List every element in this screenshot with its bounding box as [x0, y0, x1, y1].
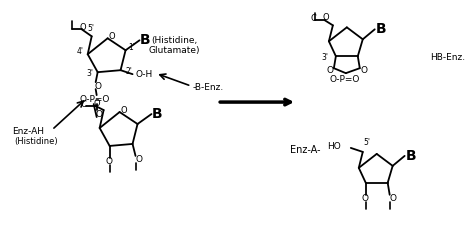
- Text: O: O: [120, 106, 127, 114]
- Text: B: B: [375, 22, 386, 36]
- Text: O: O: [109, 32, 115, 41]
- Text: 5': 5': [363, 138, 370, 147]
- Text: O-P=O: O-P=O: [329, 75, 360, 84]
- Text: O: O: [389, 194, 396, 203]
- Text: O: O: [94, 82, 101, 91]
- Text: 3': 3': [321, 53, 328, 62]
- Text: Enz-A-: Enz-A-: [290, 145, 320, 155]
- Text: O: O: [80, 23, 86, 32]
- Text: 4': 4': [76, 47, 83, 56]
- Text: HB-Enz.: HB-Enz.: [430, 53, 465, 62]
- Text: O: O: [135, 156, 142, 164]
- Text: (Histidine,: (Histidine,: [151, 36, 198, 45]
- Text: Glutamate): Glutamate): [149, 46, 200, 55]
- Text: -B-Enz.: -B-Enz.: [192, 83, 224, 92]
- Text: Enz-AH: Enz-AH: [12, 128, 44, 136]
- Text: B: B: [405, 149, 416, 163]
- Text: O: O: [323, 13, 329, 22]
- Text: O: O: [105, 158, 112, 166]
- Text: O: O: [95, 110, 102, 118]
- Text: O: O: [93, 98, 100, 108]
- Text: O: O: [327, 66, 333, 75]
- Text: O: O: [360, 66, 367, 75]
- Text: O: O: [361, 194, 368, 203]
- Text: C: C: [310, 14, 316, 23]
- Text: 2': 2': [125, 67, 132, 76]
- Text: (Histidine): (Histidine): [14, 138, 57, 146]
- Text: B: B: [152, 107, 163, 121]
- Text: B: B: [140, 33, 151, 47]
- Text: 5': 5': [87, 24, 94, 33]
- Text: O-H: O-H: [136, 70, 153, 79]
- Text: 1': 1': [128, 43, 135, 52]
- Text: O-P=O: O-P=O: [80, 94, 110, 104]
- Text: HO: HO: [327, 142, 341, 152]
- Text: C: C: [81, 100, 87, 108]
- Text: 3': 3': [86, 69, 93, 78]
